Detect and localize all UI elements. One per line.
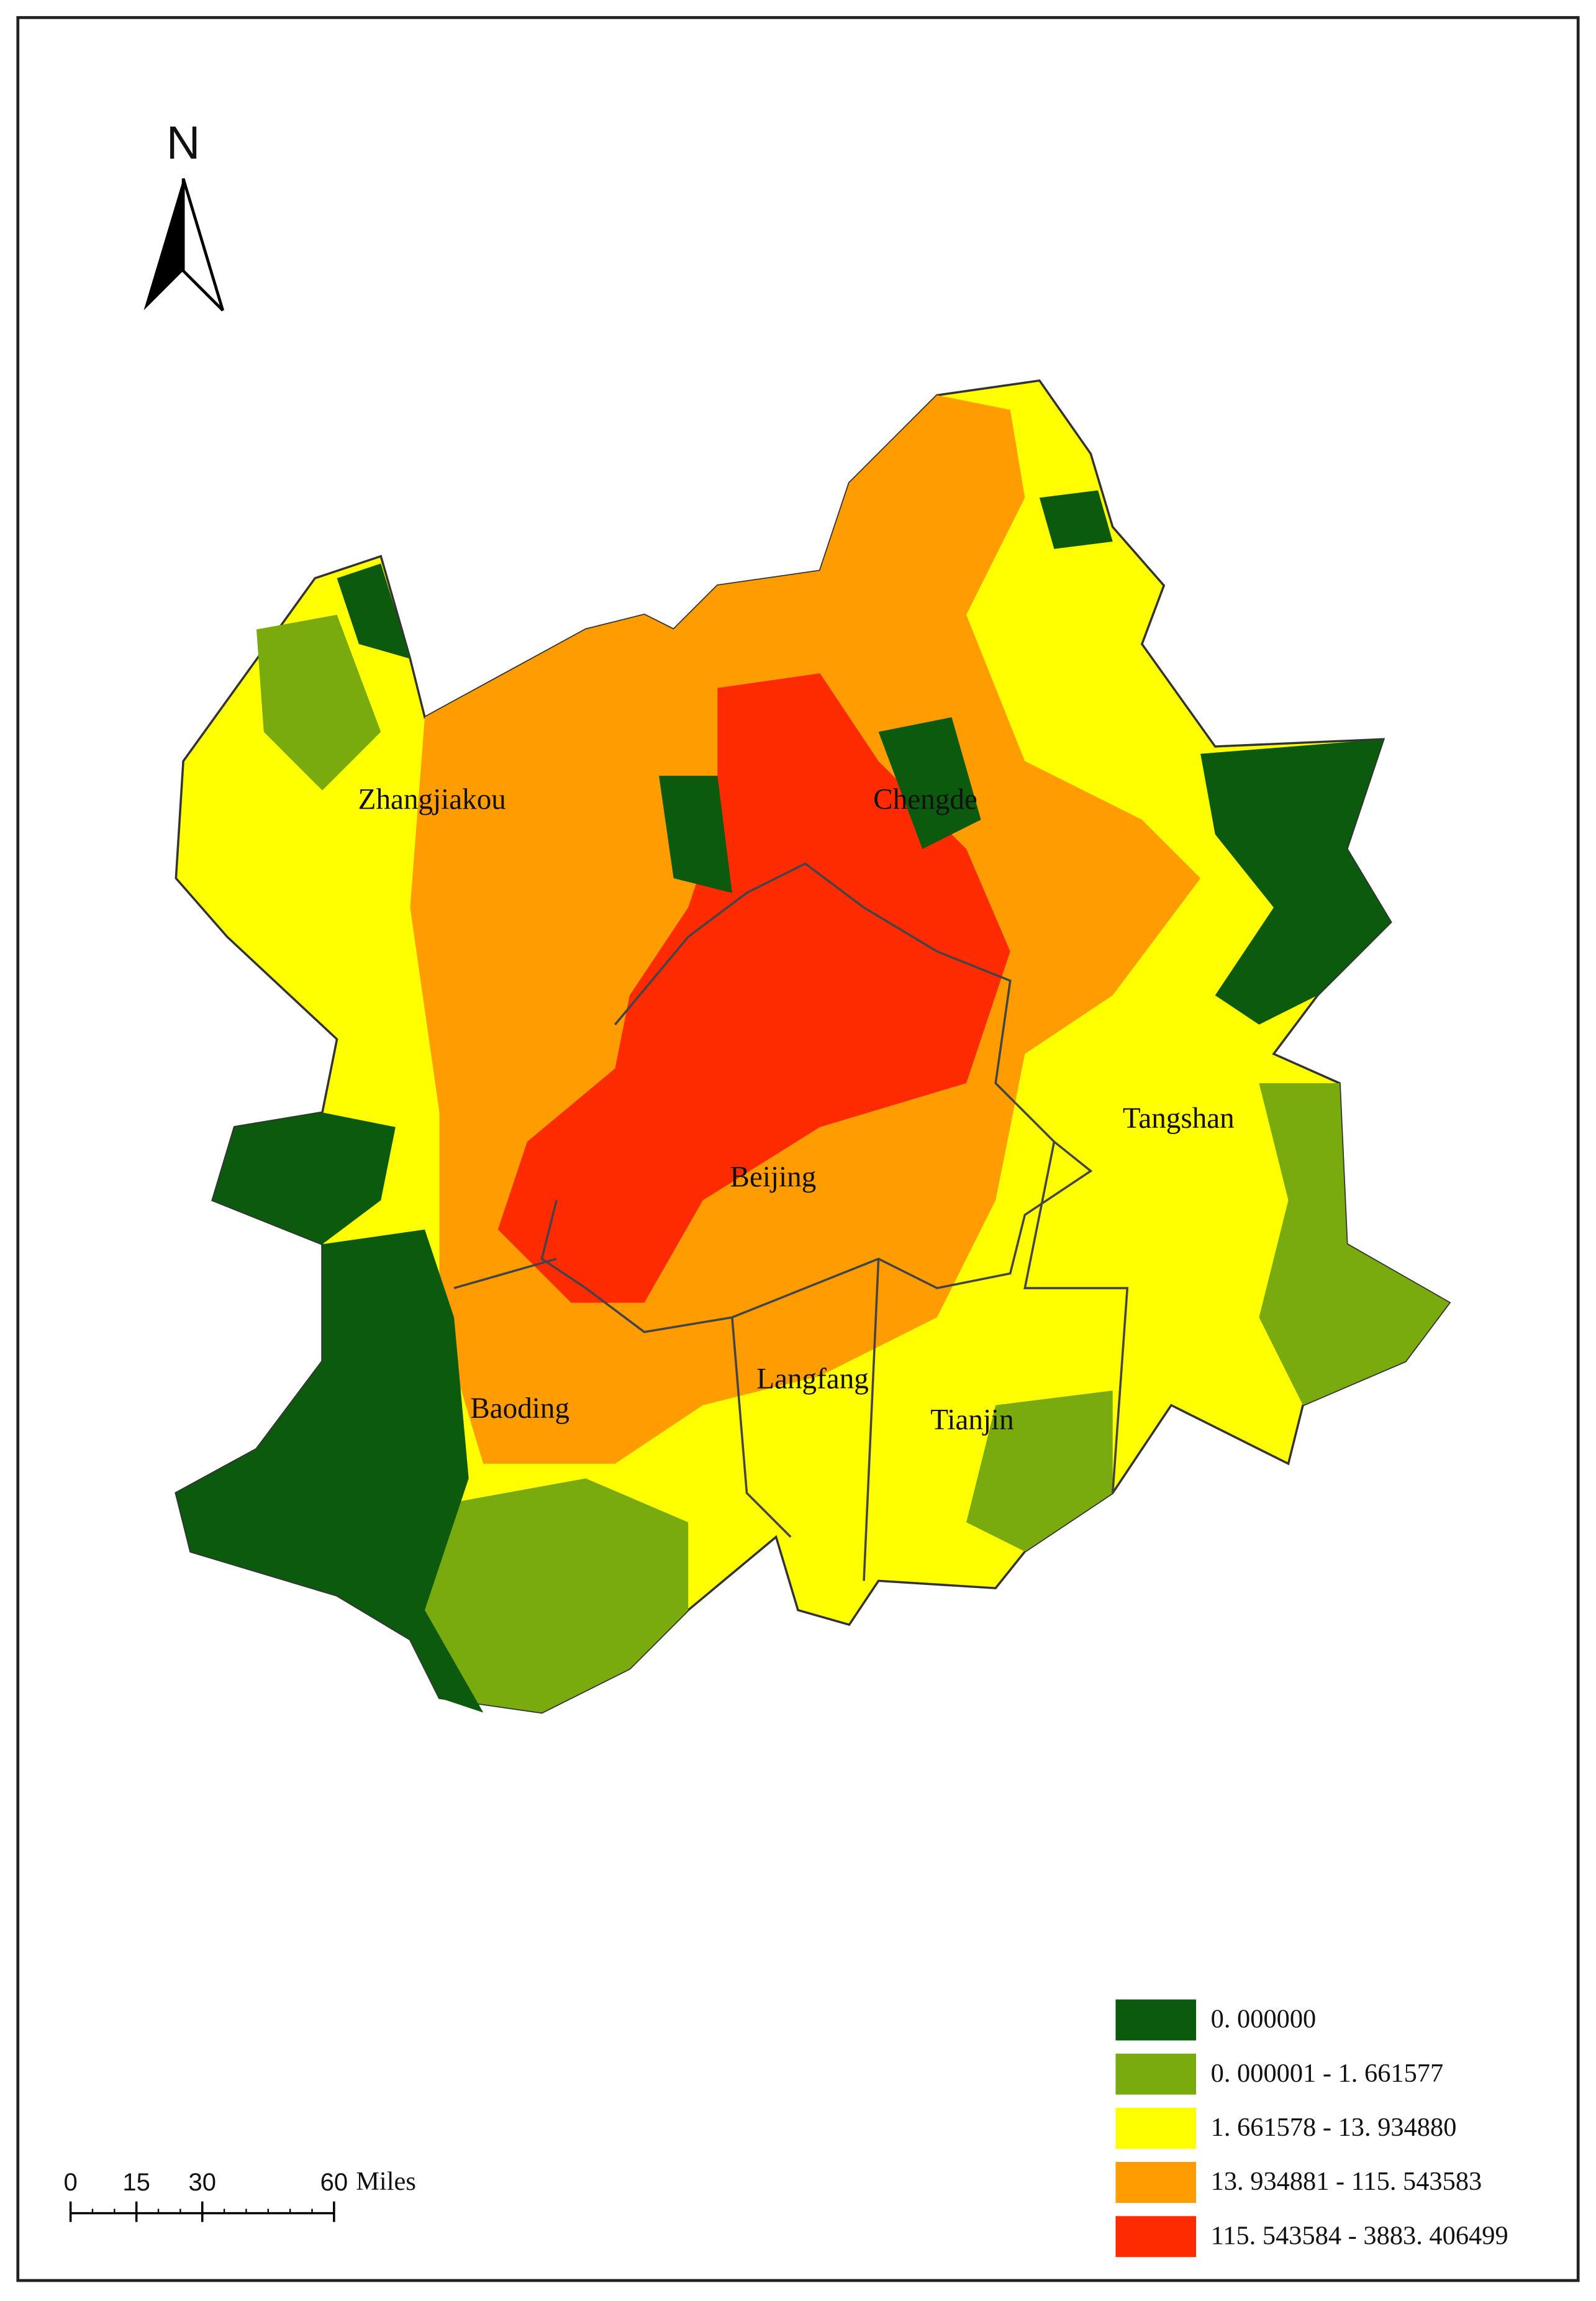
dark-green-area <box>337 563 410 659</box>
legend-swatch <box>1115 2216 1197 2258</box>
scale-tick-label: 30 <box>188 2169 216 2196</box>
legend-label: 0. 000000 <box>1211 2005 1317 2034</box>
city-label: Beijing <box>730 1161 817 1193</box>
scale-unit: Miles <box>356 2167 416 2196</box>
north-label: N <box>166 117 200 169</box>
boundary <box>540 862 1093 1333</box>
scale-tick-label: 0 <box>63 2169 77 2196</box>
region-map <box>175 379 1451 1714</box>
light-green-area <box>966 1391 1113 1552</box>
scale-bar: 0 15 30 60 Miles <box>63 2167 416 2222</box>
legend-swatch <box>1115 1999 1197 2041</box>
boundary <box>453 1258 557 1289</box>
legend-label: 0. 000001 - 1. 661577 <box>1211 2059 1444 2088</box>
legend-swatch <box>1115 2053 1197 2095</box>
legend-label: 13. 934881 - 115. 543583 <box>1211 2167 1482 2196</box>
city-label: Baoding <box>470 1392 569 1425</box>
legend: 0. 000000 0. 000001 - 1. 661577 1. 661578 … <box>1115 1999 1508 2258</box>
city-label: Tangshan <box>1123 1102 1235 1135</box>
city-label: Zhangjiakou <box>358 783 506 815</box>
city-label: Chengde <box>873 783 977 815</box>
legend-label: 115. 543584 - 3883. 406499 <box>1211 2221 1508 2250</box>
boundary <box>1023 1141 1129 1494</box>
dark-green-area <box>176 1229 484 1713</box>
dark-green-area <box>659 776 732 893</box>
boundary <box>731 1317 792 1538</box>
city-label: Langfang <box>756 1363 869 1396</box>
dark-green-area <box>212 1112 396 1245</box>
legend-label: 1. 661578 - 13. 934880 <box>1211 2113 1457 2142</box>
legend-swatch <box>1115 2162 1197 2203</box>
boundary <box>863 1258 880 1581</box>
city-label: Tianjin <box>930 1404 1013 1436</box>
north-arrow-left <box>143 178 184 311</box>
dark-green-area <box>1200 739 1391 1025</box>
scale-tick-label: 15 <box>122 2169 150 2196</box>
light-green-area <box>410 1478 689 1713</box>
north-arrow-right <box>181 178 225 312</box>
red-area <box>497 673 1010 1303</box>
legend-swatch <box>1115 2107 1197 2149</box>
dark-green-area <box>878 717 981 849</box>
scale-tick-label: 60 <box>320 2169 348 2196</box>
light-green-area <box>256 614 381 791</box>
dark-green-area <box>1039 490 1113 549</box>
light-green-area <box>1259 1083 1449 1405</box>
